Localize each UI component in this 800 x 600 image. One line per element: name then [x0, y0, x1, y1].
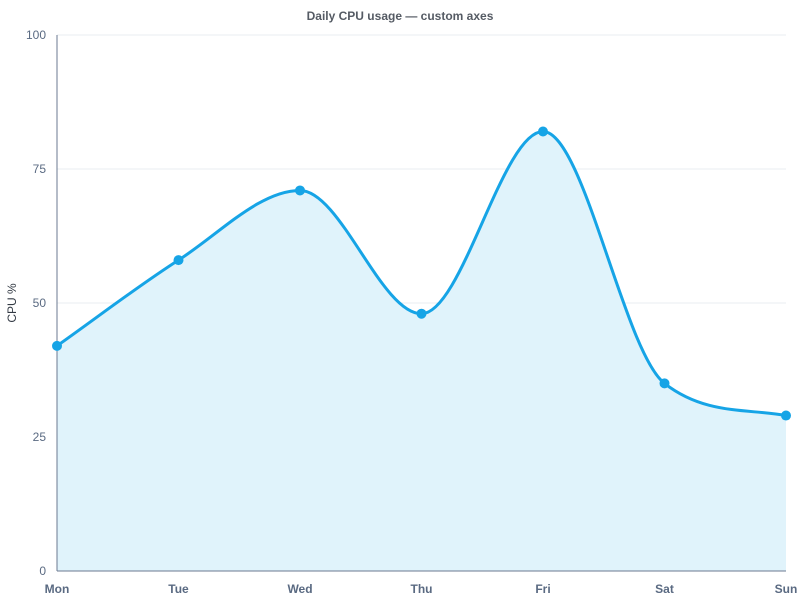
y-tick-label: 0 — [39, 564, 46, 578]
x-tick-label: Sun — [775, 582, 798, 596]
data-point — [781, 410, 791, 421]
x-tick-labels: Mon Tue Wed Thu Fri Sat Sun — [45, 582, 798, 596]
x-tick-label: Tue — [168, 582, 189, 596]
x-tick-label: Wed — [287, 582, 312, 596]
data-point — [538, 126, 548, 137]
data-point — [659, 378, 670, 389]
x-tick-label: Thu — [411, 582, 433, 596]
data-point — [295, 185, 305, 196]
axes-layer — [56, 35, 786, 572]
chart-title: Daily CPU usage — custom axes — [307, 9, 494, 23]
y-tick-label: 25 — [33, 430, 47, 444]
y-tick-label: 50 — [33, 296, 47, 310]
y-tick-label: 75 — [33, 162, 47, 176]
series-line — [55, 129, 788, 418]
series-line-layer — [55, 129, 788, 418]
area-fill-layer — [57, 131, 786, 571]
y-tick-label: 100 — [26, 28, 46, 42]
x-tick-label: Mon — [45, 582, 70, 596]
data-point — [416, 308, 427, 319]
y-axis-label: CPU % — [5, 283, 19, 323]
data-point-layer — [52, 126, 791, 421]
data-point — [173, 255, 184, 266]
x-tick-label: Sat — [655, 582, 674, 596]
data-point — [52, 340, 62, 351]
y-tick-labels: 0 25 50 75 100 — [26, 28, 46, 578]
area-fill — [57, 131, 786, 571]
x-tick-label: Fri — [535, 582, 550, 596]
